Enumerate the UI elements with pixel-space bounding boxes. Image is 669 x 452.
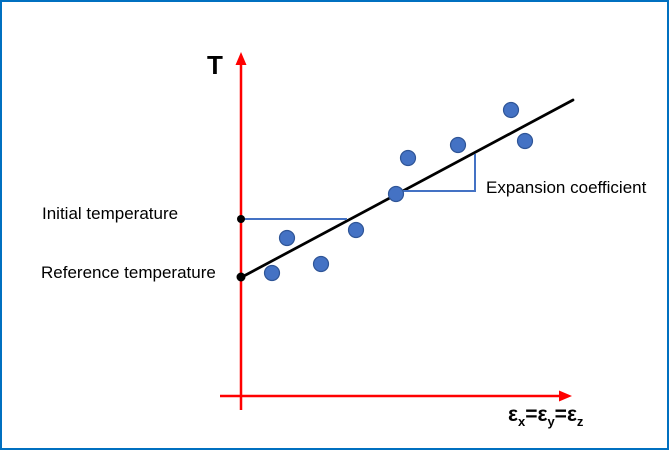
x-axis-title: εx=εy=εz [508, 402, 584, 429]
scatter-dot [347, 221, 365, 239]
expansion-coefficient-label: Expansion coefficient [486, 178, 647, 197]
initial-temperature-label: Initial temperature [42, 204, 179, 223]
scatter-dot [502, 101, 520, 119]
scatter-dot [399, 149, 417, 167]
epsilon-subscript-y: y [547, 414, 555, 429]
y-axis-arrow-icon [235, 52, 247, 65]
equals-sign: = [554, 403, 567, 426]
equals-sign: = [525, 403, 538, 426]
reference-temp-marker [236, 272, 246, 282]
scatter-dot [278, 229, 296, 247]
trend-line [240, 98, 575, 279]
y-axis-title: T [207, 50, 223, 80]
scatter-dot [449, 136, 467, 154]
scatter-dot [516, 132, 534, 150]
scatter-dot [387, 185, 405, 203]
initial-temp-marker [237, 215, 245, 223]
reference-temperature-label: Reference temperature [41, 263, 216, 282]
epsilon-symbol: ε [508, 403, 518, 426]
epsilon-symbol: ε [537, 403, 548, 426]
epsilon-subscript-x: x [517, 414, 526, 429]
scatter-dot [263, 264, 281, 282]
epsilon-symbol: ε [566, 403, 577, 426]
slope-triangle [402, 154, 476, 192]
x-axis-arrow-icon [559, 390, 572, 402]
epsilon-subscript-z: z [576, 414, 584, 429]
scatter-dot [312, 255, 330, 273]
scatter-dots [263, 101, 534, 282]
